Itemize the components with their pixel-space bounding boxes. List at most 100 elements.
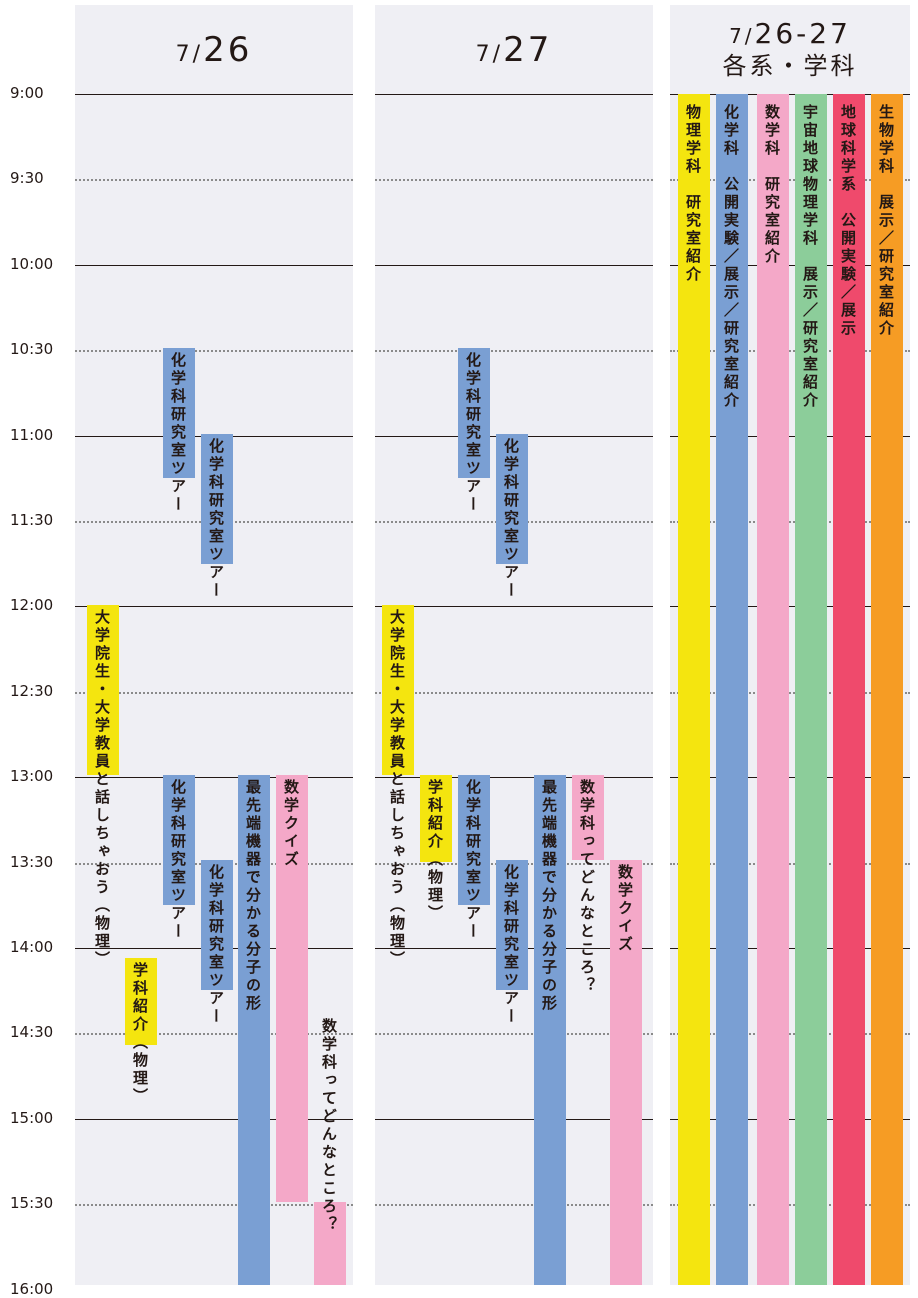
dept-bar-math	[757, 94, 789, 1285]
half-hour-line	[375, 179, 653, 181]
half-hour-line	[670, 179, 910, 181]
hour-line	[75, 777, 353, 778]
dept-bar-space-earth	[795, 94, 827, 1285]
event-label: 学科紹介（物理）	[426, 779, 444, 923]
hour-line	[670, 948, 910, 949]
time-label: 12:30	[10, 682, 54, 700]
time-label: 12:00	[10, 596, 54, 614]
event-label: 化学科研究室ツアー	[207, 438, 225, 600]
event-label: 数学科ってどんなところ？	[578, 779, 596, 995]
dept-label: 宇宙地球物理学科 展示／研究室紹介	[801, 104, 819, 410]
half-hour-line	[670, 521, 910, 523]
event-label: 化学科研究室ツアー	[169, 779, 187, 941]
event-label: 大学院生・大学教員と話しちゃおう（物理）	[93, 609, 111, 969]
event-label: 化学科研究室ツアー	[464, 779, 482, 941]
event-bar	[163, 348, 195, 478]
half-hour-line	[670, 1204, 910, 1206]
day1-header: 7/26	[75, 5, 353, 95]
event-bar	[496, 434, 528, 564]
time-label: 11:30	[10, 511, 54, 529]
dept-date: 7/26-27	[729, 17, 851, 51]
half-hour-line	[670, 350, 910, 352]
event-label: 化学科研究室ツアー	[502, 864, 520, 1026]
event-label: 最先端機器で分かる分子の形	[540, 779, 558, 1013]
hour-line	[670, 777, 910, 778]
half-hour-line	[670, 692, 910, 694]
half-hour-line	[375, 1033, 653, 1035]
event-label: 数学クイズ	[282, 779, 300, 869]
hour-line	[75, 265, 353, 266]
time-label: 9:00	[10, 84, 44, 102]
event-bar	[125, 958, 157, 1045]
event-bar	[420, 775, 452, 862]
dept-label: 数学科 研究室紹介	[763, 104, 781, 266]
half-hour-line	[75, 1033, 353, 1035]
hour-line	[670, 1119, 910, 1120]
time-label: 10:30	[10, 340, 54, 358]
event-bar	[534, 775, 566, 1285]
dept-label: 化学科 公開実験／展示／研究室紹介	[722, 104, 740, 410]
event-bar	[201, 860, 233, 990]
event-bar	[382, 605, 414, 775]
half-hour-line	[670, 863, 910, 865]
time-label: 14:00	[10, 938, 54, 956]
hour-line	[670, 606, 910, 607]
dept-bar-earth-science	[833, 94, 865, 1285]
time-label: 9:30	[10, 169, 44, 187]
day2-header: 7/27	[375, 5, 653, 95]
dept-label: 生物学科 展示／研究室紹介	[877, 104, 895, 338]
half-hour-line	[670, 1033, 910, 1035]
event-bar	[458, 775, 490, 905]
event-label: 大学院生・大学教員と話しちゃおう（物理）	[388, 609, 406, 969]
dept-bar-physics	[678, 94, 710, 1285]
half-hour-line	[375, 350, 653, 352]
hour-line	[670, 94, 910, 95]
hour-line	[375, 1119, 653, 1120]
dept-header: 7/26-27 各系・学科	[670, 5, 910, 95]
time-label: 10:00	[10, 255, 54, 273]
event-label: 学科紹介（物理）	[131, 962, 149, 1106]
half-hour-line	[75, 692, 353, 694]
event-bar	[238, 775, 270, 1285]
hour-line	[375, 606, 653, 607]
event-bar	[314, 1202, 346, 1285]
dept-bar-biology	[871, 94, 903, 1285]
hour-line	[670, 265, 910, 266]
event-label: 最先端機器で分かる分子の形	[244, 779, 262, 1013]
dept-subtitle: 各系・学科	[722, 52, 858, 80]
event-bar	[201, 434, 233, 564]
event-bar	[163, 775, 195, 905]
time-label: 15:00	[10, 1109, 54, 1127]
event-bar	[572, 775, 604, 860]
event-label: 数学科ってどんなところ？	[320, 1018, 338, 1234]
hour-line	[375, 265, 653, 266]
event-label: 化学科研究室ツアー	[207, 864, 225, 1026]
time-label: 13:30	[10, 853, 54, 871]
hour-line	[375, 94, 653, 95]
day1-date: 7/26	[175, 30, 253, 70]
event-bar	[458, 348, 490, 478]
event-label: 化学科研究室ツアー	[464, 352, 482, 514]
dept-column: 7/26-27 各系・学科	[670, 5, 910, 1285]
event-label: 化学科研究室ツアー	[169, 352, 187, 514]
hour-line	[75, 1119, 353, 1120]
half-hour-line	[375, 692, 653, 694]
dept-label: 地球科学系 公開実験／展示	[839, 104, 857, 338]
dept-bar-chemistry	[716, 94, 748, 1285]
day2-column: 7/27	[375, 5, 653, 1285]
half-hour-line	[75, 179, 353, 181]
time-label: 11:00	[10, 426, 54, 444]
half-hour-line	[375, 1204, 653, 1206]
event-bar	[276, 775, 308, 1202]
event-bar	[496, 860, 528, 990]
time-label: 13:00	[10, 767, 54, 785]
half-hour-line	[75, 1204, 353, 1206]
hour-line	[75, 606, 353, 607]
hour-line	[75, 94, 353, 95]
day2-date: 7/27	[475, 30, 553, 70]
event-label: 化学科研究室ツアー	[502, 438, 520, 600]
time-label: 15:30	[10, 1194, 54, 1212]
event-label: 数学クイズ	[616, 864, 634, 954]
time-label: 16:00	[10, 1280, 54, 1298]
dept-label: 物理学科 研究室紹介	[684, 104, 702, 284]
